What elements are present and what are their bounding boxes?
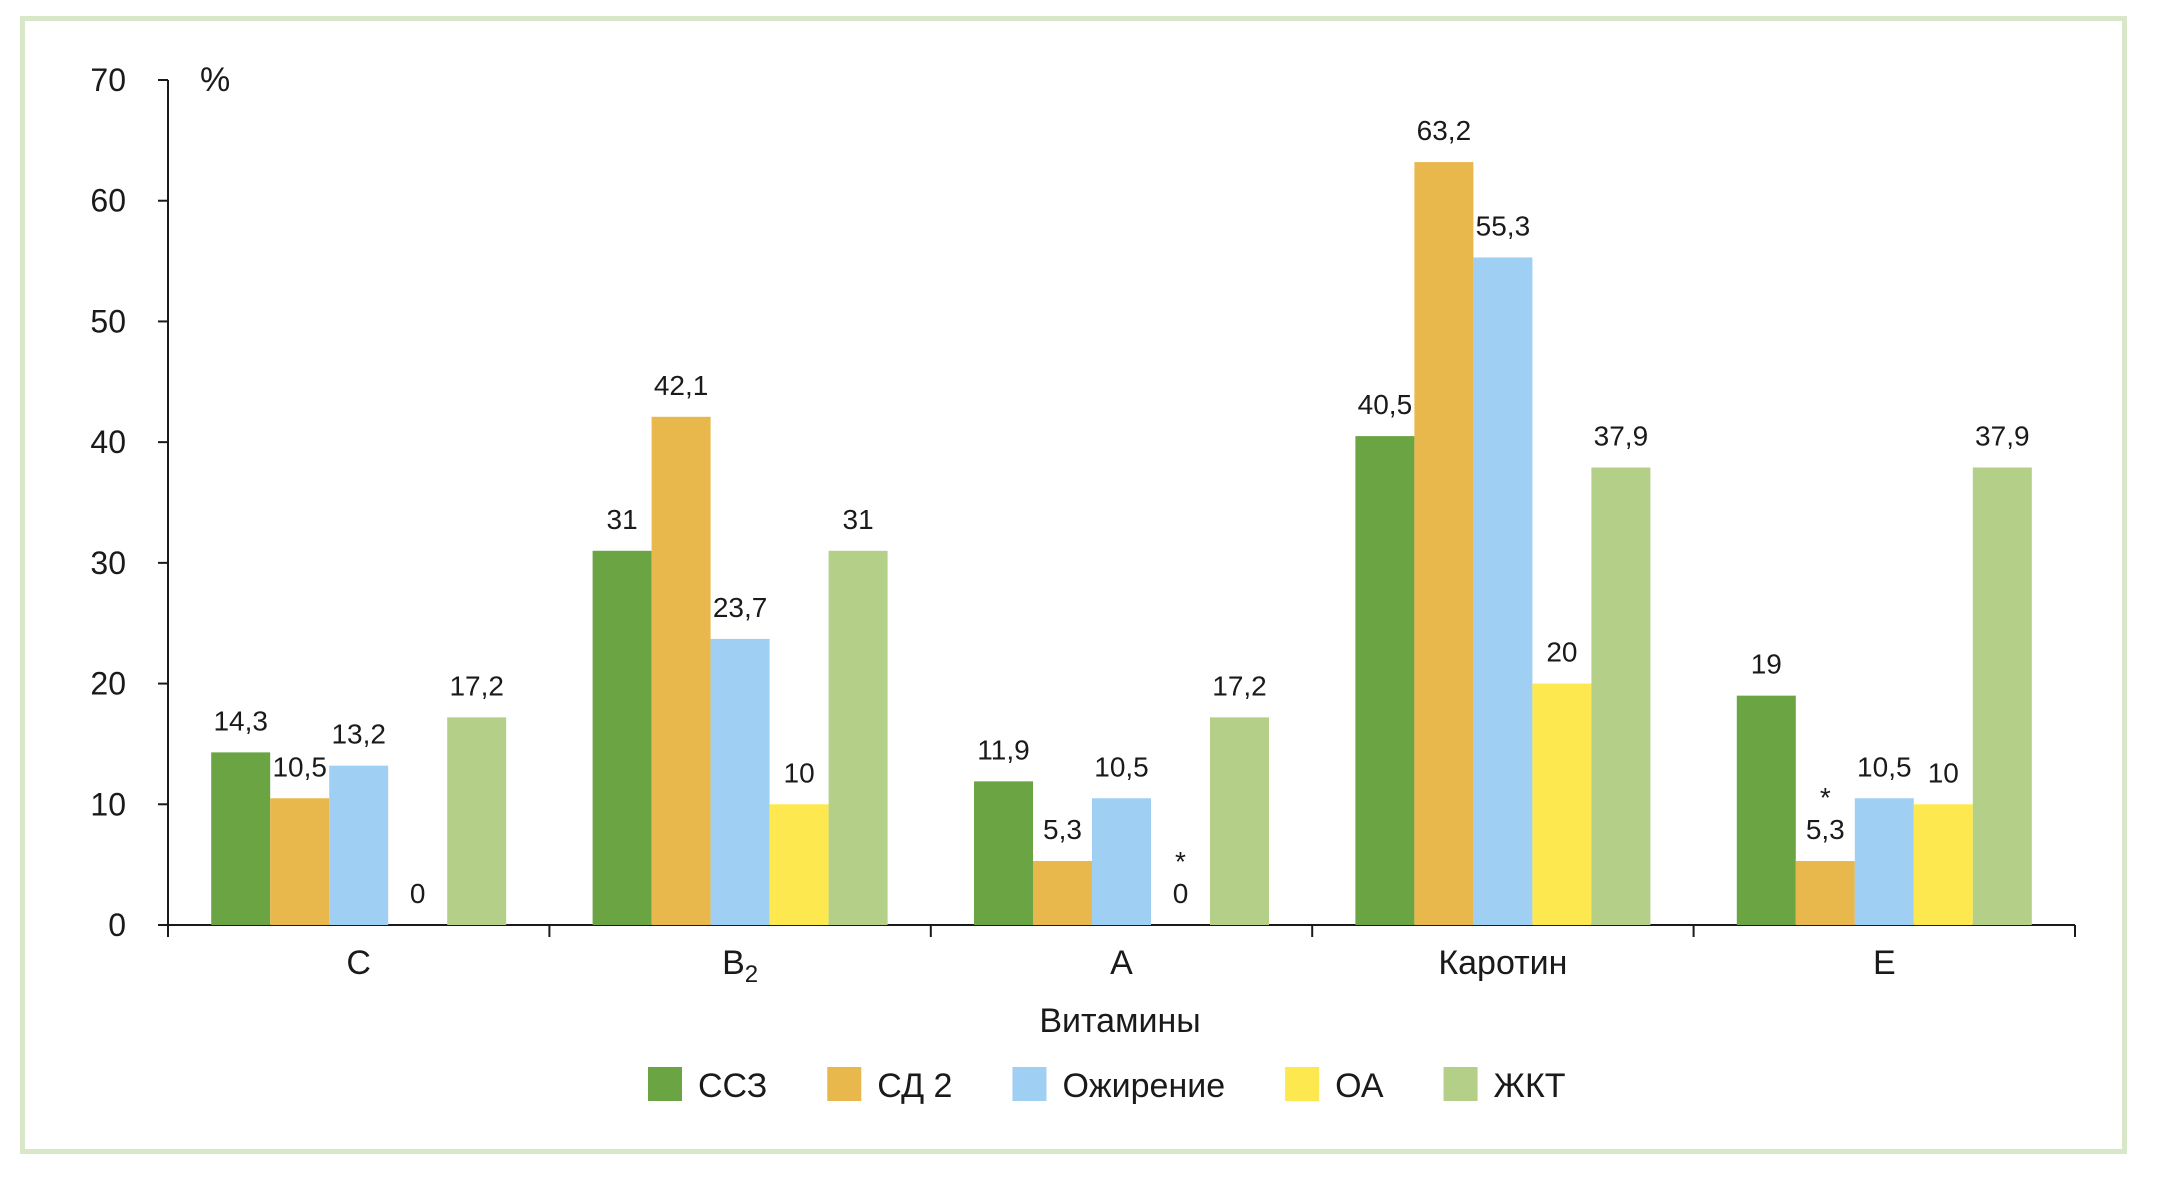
y-tick-label: 20 <box>90 666 126 702</box>
x-tick-label: B2 <box>722 944 758 988</box>
significance-asterisk: * <box>1175 846 1186 877</box>
bar <box>1854 798 1914 925</box>
data-label: 10,5 <box>272 751 327 782</box>
x-tick-label: A <box>1110 944 1133 982</box>
bar <box>1795 861 1855 925</box>
bar <box>1355 436 1415 925</box>
bar <box>1972 467 2032 925</box>
data-label: 37,9 <box>1594 420 1649 451</box>
legend-label: ОА <box>1335 1067 1384 1105</box>
x-tick-label: E <box>1873 944 1896 982</box>
bar <box>1414 162 1474 926</box>
data-label: 11,9 <box>977 734 1029 765</box>
bar <box>211 752 271 925</box>
bar <box>1591 467 1651 925</box>
legend-label: ССЗ <box>698 1067 767 1105</box>
bar <box>710 638 770 925</box>
data-label: 42,1 <box>654 370 709 401</box>
y-tick-label: 0 <box>108 907 126 943</box>
y-tick-label: 60 <box>90 183 126 219</box>
bar <box>974 781 1033 925</box>
bar <box>270 798 330 925</box>
data-label: 37,9 <box>1975 420 2030 451</box>
bar <box>828 550 888 925</box>
data-label: 10 <box>1928 757 1959 788</box>
legend: ССЗ СД 2 Ожирение ОА ЖКТ <box>648 1067 1566 1105</box>
bar <box>769 804 829 925</box>
data-label: 13,2 <box>331 719 386 750</box>
bar <box>329 765 389 925</box>
y-tick-label: 70 <box>90 62 126 98</box>
legend-swatch <box>1443 1067 1478 1101</box>
data-label: 31 <box>843 504 874 535</box>
data-label: 17,2 <box>1212 670 1267 701</box>
data-labels: 14,33111,940,51910,542,15,363,25,3*13,22… <box>213 115 2029 909</box>
data-label: 10,5 <box>1857 751 1912 782</box>
chart-frame <box>20 16 2127 1154</box>
data-label: 17,2 <box>449 670 504 701</box>
data-label: 63,2 <box>1417 115 1472 146</box>
legend-swatch <box>1012 1067 1047 1101</box>
bar <box>1092 798 1151 925</box>
y-tick-label: 40 <box>90 424 126 460</box>
legend-label: ЖКТ <box>1494 1067 1566 1105</box>
legend-swatch <box>648 1067 682 1101</box>
data-label: 19 <box>1751 649 1782 680</box>
y-tick-label: 10 <box>90 786 126 822</box>
bar <box>1473 257 1533 925</box>
significance-asterisk: * <box>1820 782 1831 813</box>
legend-swatch <box>1285 1067 1320 1101</box>
bar <box>1913 804 1973 925</box>
data-label: 55,3 <box>1476 210 1531 241</box>
y-axis-label: % <box>200 61 230 99</box>
y-tick-label: 50 <box>90 303 126 339</box>
data-label: 31 <box>607 504 638 535</box>
legend-label: Ожирение <box>1062 1067 1225 1105</box>
bar <box>1736 695 1796 925</box>
bar <box>1210 717 1269 925</box>
x-axis-title: Витамины <box>1039 1002 1200 1040</box>
data-label: 10 <box>784 757 815 788</box>
bars <box>211 162 2032 926</box>
bar <box>651 416 711 925</box>
data-label: 10,5 <box>1094 751 1149 782</box>
legend-swatch <box>827 1067 862 1101</box>
data-label: 5,3 <box>1043 814 1082 845</box>
data-label: 0 <box>1173 878 1189 909</box>
legend-label: СД 2 <box>877 1067 952 1105</box>
bar <box>447 717 507 925</box>
bar <box>592 550 652 925</box>
y-tick-label: 30 <box>90 545 126 581</box>
data-label: 5,3 <box>1806 814 1845 845</box>
data-label: 0 <box>410 878 426 909</box>
data-label: 20 <box>1546 637 1577 668</box>
data-label: 14,3 <box>213 705 268 736</box>
data-label: 23,7 <box>713 592 768 623</box>
bar <box>1033 861 1092 925</box>
bar <box>1532 683 1592 925</box>
data-label: 40,5 <box>1358 389 1413 420</box>
x-tick-label: Каротин <box>1438 944 1567 982</box>
x-tick-label: C <box>346 944 371 982</box>
